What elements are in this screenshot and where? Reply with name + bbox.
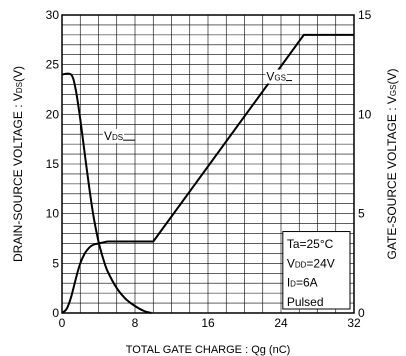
x-tick-label: 24: [274, 316, 288, 330]
left-y-tick-label: 15: [46, 157, 60, 171]
plot-frame: [61, 14, 355, 314]
condition-temperature: Ta=25°C: [287, 237, 334, 251]
right-y-axis-title: GATE-SOURCE VOLTAGE : VGS(V): [385, 69, 399, 260]
right-y-tick-label: 10: [358, 107, 372, 121]
left-y-axis-title: DRAIN-SOURCE VOLTAGE : VDS(V): [11, 66, 25, 262]
series-label-vgs-main: V: [266, 70, 274, 84]
series-line-vds: [61, 72, 152, 314]
svg-text:VDS: VDS: [104, 129, 123, 143]
right-y-tick-label: 5: [358, 207, 365, 221]
x-axis-title: TOTAL GATE CHARGE : Qg (nC): [126, 344, 291, 356]
right-y-tick-label: 0: [358, 306, 365, 320]
x-tick-labels: 0 8 16 24 32: [59, 316, 361, 330]
condition-vdd: VDD=24V: [287, 256, 335, 270]
series-label-vgs: VGS: [265, 69, 292, 84]
left-y-tick-label: 5: [52, 256, 59, 270]
condition-id: ID=6A: [287, 276, 318, 290]
x-tick-label: 8: [132, 316, 139, 330]
x-tick-label: 16: [201, 316, 215, 330]
series-line-vgs: [61, 33, 354, 314]
left-y-tick-label: 20: [46, 107, 60, 121]
series-group: [61, 33, 354, 314]
series-label-vds: VDS: [102, 129, 136, 144]
left-y-tick-label: 25: [46, 58, 60, 72]
left-y-tick-label: 10: [46, 207, 60, 221]
series-label-vds-main: V: [104, 129, 112, 143]
left-y-tick-label: 30: [46, 8, 60, 22]
svg-text:VGS: VGS: [266, 70, 286, 84]
left-y-tick-labels: 0 5 10 15 20 25 30: [46, 8, 60, 320]
series-label-vds-sub: DS: [112, 133, 123, 142]
condition-pulsed: Pulsed: [287, 295, 324, 309]
x-tick-label: 32: [347, 316, 361, 330]
conditions-box: Ta=25°C VDD=24V ID=6A Pulsed: [282, 231, 351, 310]
series-label-vgs-sub: GS: [274, 74, 286, 83]
right-y-tick-labels: 0 5 10 15: [358, 8, 372, 320]
right-y-tick-label: 15: [358, 8, 372, 22]
left-y-tick-label: 0: [52, 306, 59, 320]
x-tick-label: 0: [59, 316, 66, 330]
